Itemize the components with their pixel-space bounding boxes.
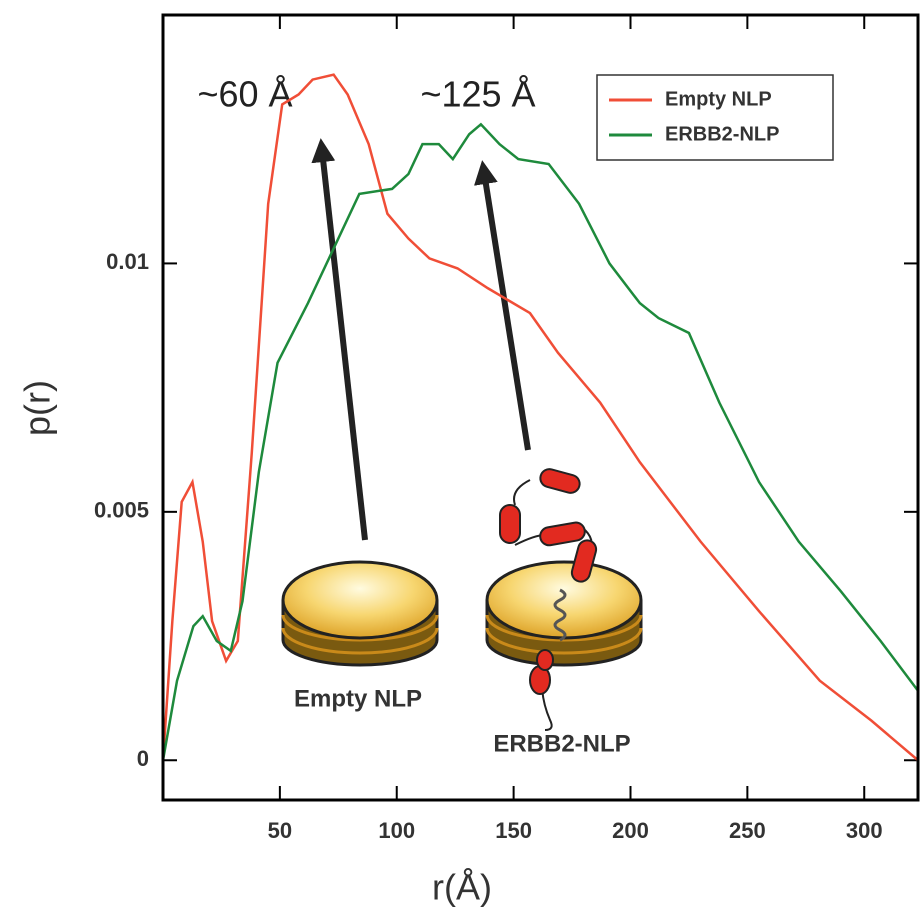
x-tick-label: 150 <box>495 818 532 843</box>
x-tick-label: 300 <box>846 818 883 843</box>
y-axis-label: p(r) <box>17 380 58 436</box>
data-line <box>161 122 919 761</box>
y-tick-label: 0 <box>137 746 149 771</box>
plot-frame <box>161 13 920 802</box>
x-tick-label: 100 <box>378 818 415 843</box>
arrow <box>474 160 531 451</box>
legend-label: Empty NLP <box>665 88 772 110</box>
annotation: Empty NLP <box>294 685 422 712</box>
annotation: ~125 Å <box>420 74 535 115</box>
arrow <box>311 138 368 541</box>
legend-box <box>596 74 834 161</box>
legend-label: ERBB2-NLP <box>665 123 779 145</box>
disc-empty <box>281 560 439 667</box>
x-tick-label: 50 <box>268 818 292 843</box>
x-tick-label: 250 <box>729 818 766 843</box>
x-tick-label: 200 <box>612 818 649 843</box>
data-line <box>161 73 919 762</box>
y-tick-label: 0.005 <box>94 498 149 523</box>
x-axis-label: r(Å) <box>432 867 492 908</box>
annotation: ERBB2-NLP <box>493 730 630 757</box>
disc-erbb2 <box>485 468 643 731</box>
y-tick-label: 0.01 <box>106 249 149 274</box>
annotation: ~60 Å <box>197 74 292 115</box>
illustrations <box>281 138 643 731</box>
